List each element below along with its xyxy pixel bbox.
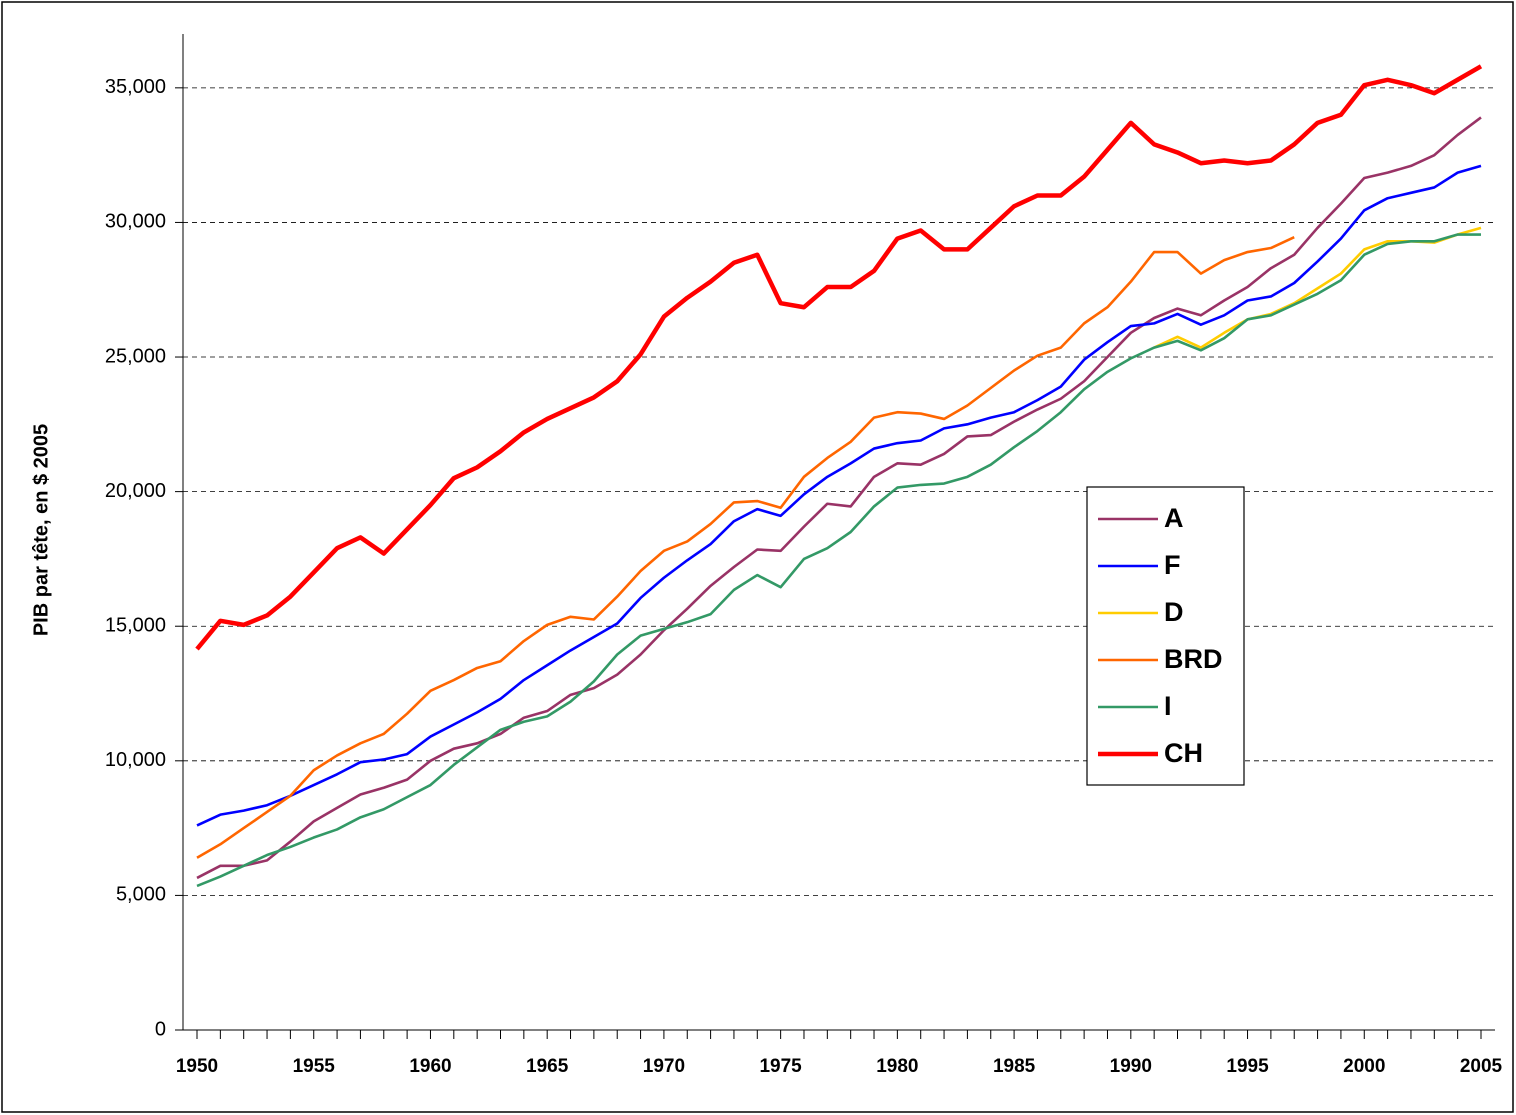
legend-box: [1086, 486, 1245, 786]
series-line: [196, 233, 1481, 888]
y-tick-label: 15,000: [105, 614, 166, 636]
x-tick-label: 1995: [1226, 1056, 1269, 1077]
legend-label: F: [1164, 550, 1181, 580]
y-tick-label: 5,000: [116, 884, 166, 906]
x-tick-label: 1950: [176, 1056, 218, 1077]
y-tick-label: 10,000: [105, 749, 166, 771]
grid: [183, 87, 1495, 896]
legend-label: A: [1164, 503, 1184, 533]
x-tick-label: 1975: [759, 1056, 802, 1077]
y-tick-label: 30,000: [105, 211, 166, 233]
series-line: [196, 164, 1482, 827]
y-tick-label: 35,000: [105, 76, 166, 98]
legend-label: D: [1164, 597, 1184, 627]
legend-label: BRD: [1164, 644, 1223, 674]
x-tick-label: 1965: [526, 1056, 569, 1077]
legend-label: CH: [1164, 738, 1203, 768]
y-tick-label: 20,000: [105, 480, 166, 502]
lines: [195, 64, 1483, 888]
x-tick-label: 1985: [993, 1056, 1036, 1077]
series-line: [196, 236, 1295, 859]
axes: 0 5,000 10,000 15,000 20,000 25,000 30,000 35,0…: [105, 34, 1503, 1077]
x-tick-label: 1960: [409, 1056, 451, 1077]
y-axis-title: PIB par tête, en $ 2005: [30, 424, 52, 636]
x-tick-label: 1990: [1110, 1056, 1152, 1077]
legend: AFD BRD I CH: [1086, 486, 1245, 786]
y-tick-label: 25,000: [105, 345, 166, 367]
series-line: [196, 116, 1482, 880]
x-tick-label: 2000: [1343, 1056, 1385, 1077]
series-line: [195, 64, 1483, 651]
y-tick-label: 0: [155, 1018, 166, 1040]
legend-label: I: [1164, 691, 1172, 721]
x-tick-label: 2005: [1460, 1056, 1503, 1077]
x-tick-label: 1980: [876, 1056, 918, 1077]
x-tick-label: 1955: [293, 1056, 336, 1077]
x-tick-label: 1970: [643, 1056, 685, 1077]
